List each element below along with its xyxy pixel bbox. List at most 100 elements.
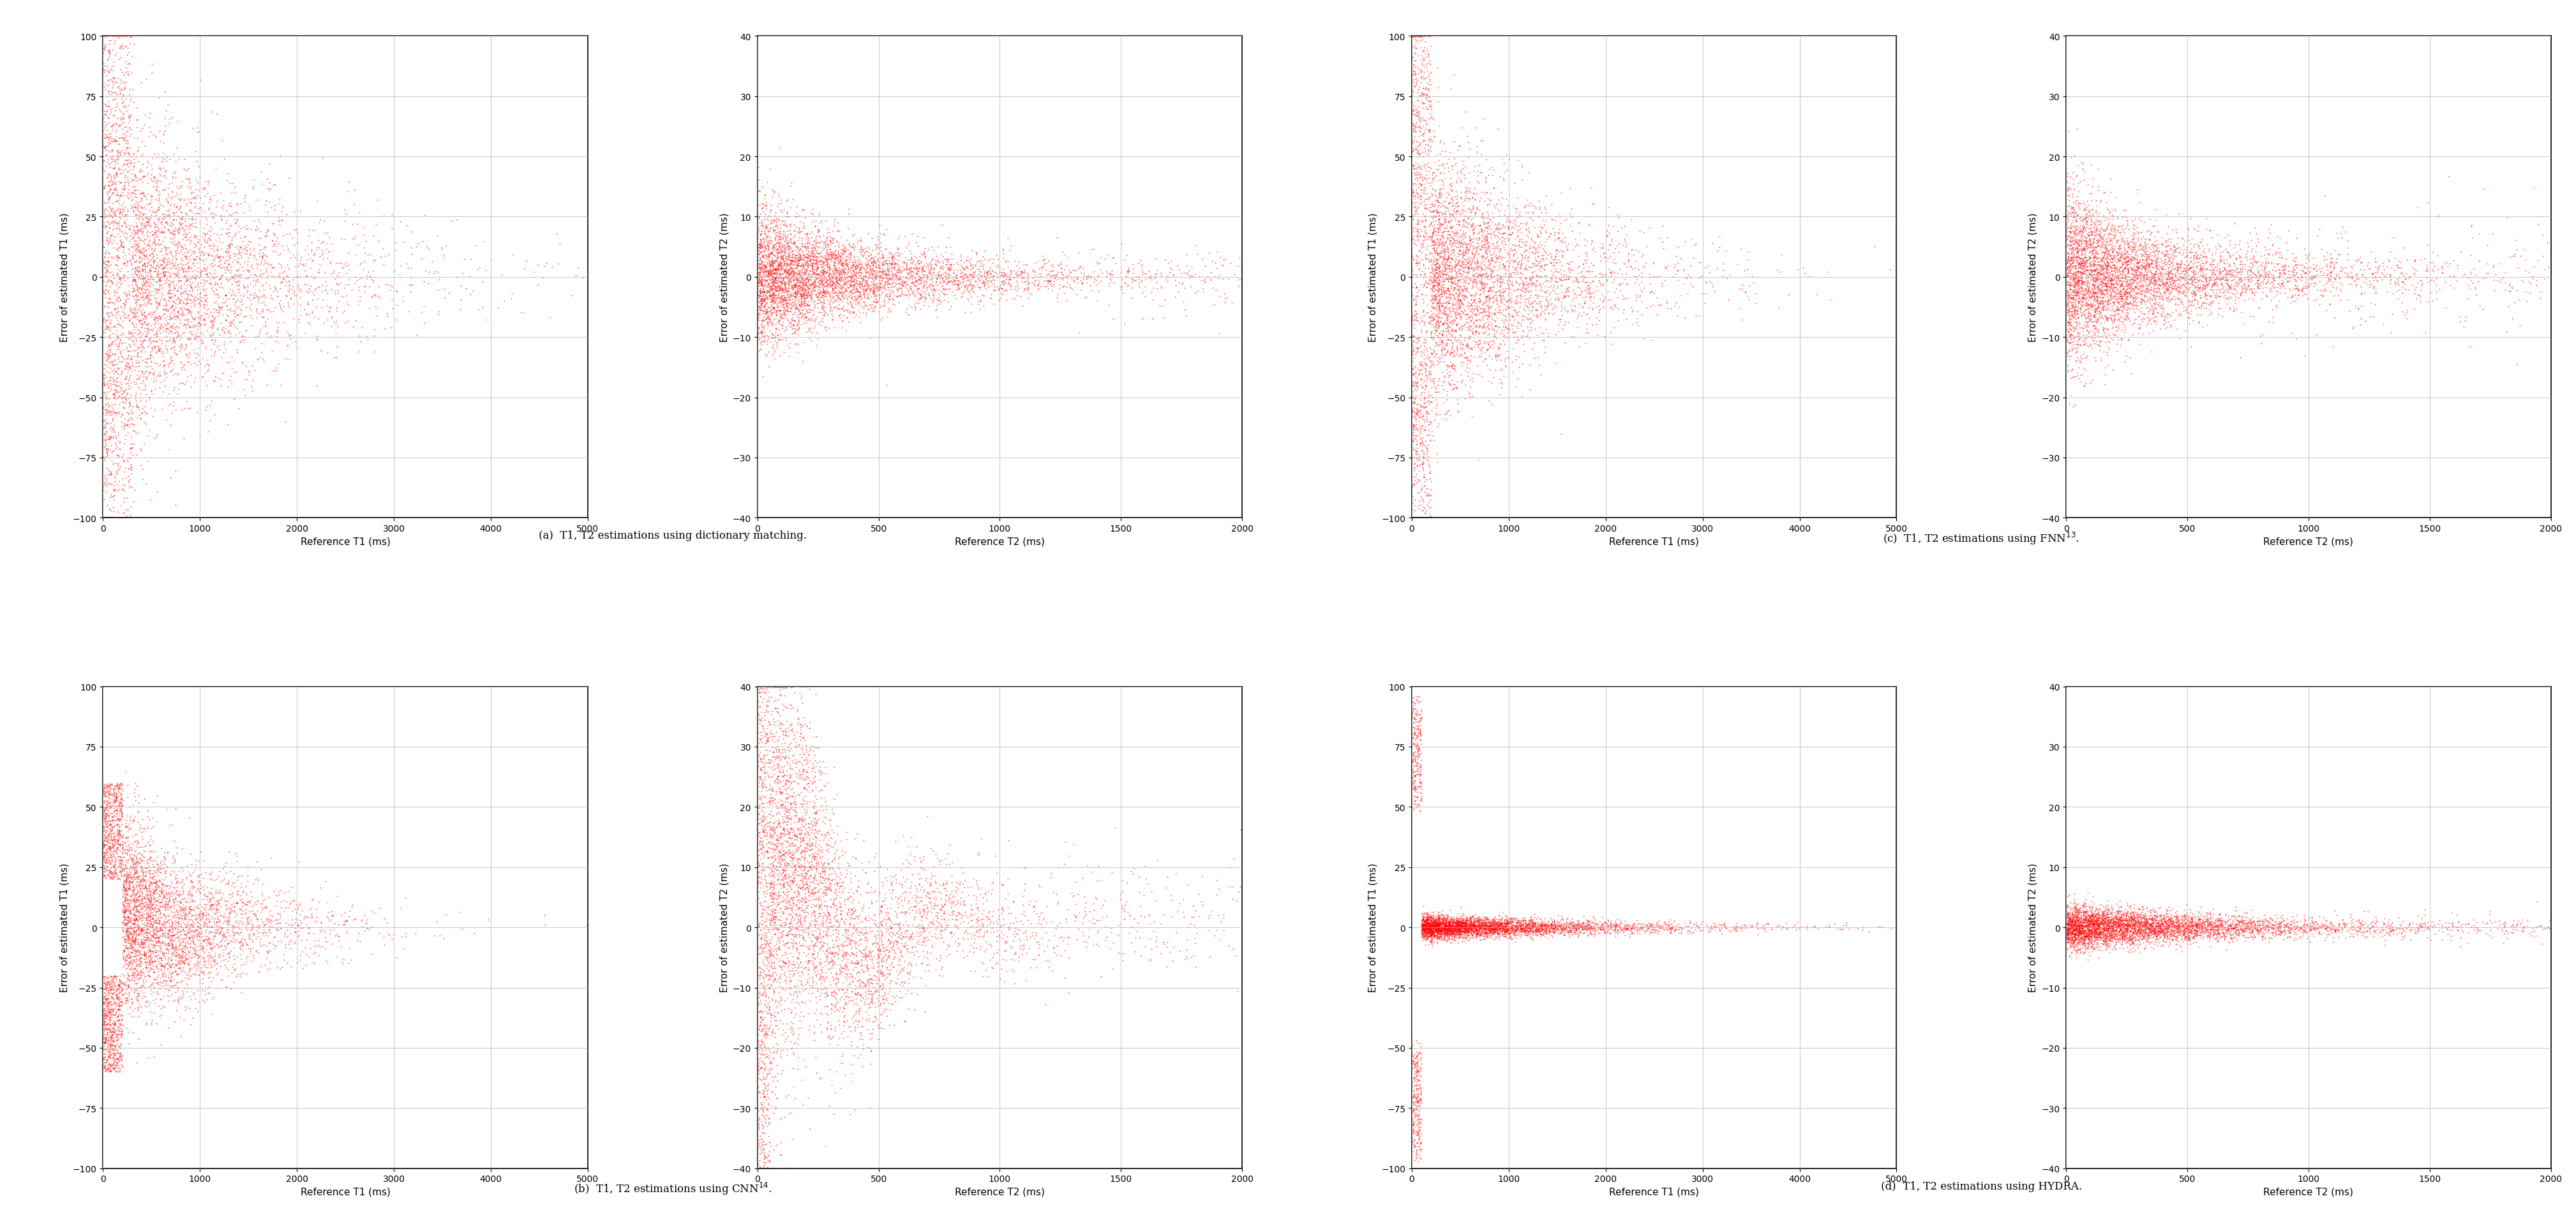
Point (786, 775, 827, 795)
Point (858, 944, 899, 964)
Point (116, 873, 157, 892)
Point (2061, 920, 2102, 940)
Point (881, 961, 922, 981)
Point (1430, 925, 1471, 944)
Point (95, 801, 137, 820)
Point (760, 281, 801, 301)
Point (1422, 303, 1463, 323)
Point (1419, 220, 1461, 240)
Point (907, 884, 948, 903)
Point (2061, 280, 2102, 299)
Point (1023, 271, 1064, 291)
Point (2177, 270, 2218, 290)
Point (783, 307, 824, 326)
Point (909, 888, 951, 908)
Point (1427, 320, 1468, 340)
Point (811, 246, 853, 265)
Point (2092, 256, 2133, 275)
Point (1412, 327, 1453, 347)
Point (2079, 926, 2120, 946)
Point (770, 898, 811, 918)
Point (2133, 237, 2174, 257)
Point (88, 1009, 129, 1028)
Point (2045, 924, 2087, 943)
Point (82, 375, 124, 394)
Point (1396, 295, 1437, 314)
Point (1394, 234, 1435, 253)
Point (134, 877, 175, 897)
Point (855, 921, 896, 941)
Point (206, 935, 247, 954)
Point (814, 242, 855, 262)
Point (765, 281, 806, 301)
Point (2223, 910, 2264, 930)
Point (824, 254, 866, 274)
Point (1417, 301, 1458, 320)
Point (206, 958, 247, 977)
Point (113, 930, 155, 949)
Point (209, 241, 250, 260)
Point (95, 372, 137, 392)
Point (242, 275, 283, 295)
Point (775, 207, 817, 226)
Point (1589, 914, 1631, 933)
Point (1054, 268, 1095, 287)
Point (1517, 919, 1558, 938)
Point (113, 870, 155, 890)
Point (2084, 930, 2125, 949)
Point (2172, 258, 2213, 277)
Point (739, 235, 781, 254)
Point (737, 1031, 778, 1050)
Point (466, 910, 507, 930)
Point (783, 840, 824, 859)
Point (2125, 263, 2166, 282)
Point (2339, 921, 2380, 941)
Point (2128, 919, 2169, 938)
Point (2123, 913, 2164, 932)
Point (2177, 910, 2218, 930)
Point (2117, 910, 2159, 930)
Point (2192, 916, 2233, 936)
Point (752, 834, 793, 853)
Point (1623, 916, 1664, 936)
Point (1422, 930, 1463, 949)
Point (88, 853, 129, 873)
Point (783, 275, 824, 295)
Point (124, 307, 165, 326)
Point (2058, 232, 2099, 252)
Point (2071, 930, 2112, 949)
Point (2102, 904, 2143, 924)
Point (170, 987, 211, 1006)
Point (855, 881, 896, 901)
Point (1404, 915, 1445, 935)
Point (752, 958, 793, 977)
Point (291, 242, 332, 262)
Point (1540, 307, 1582, 326)
Point (1530, 919, 1571, 938)
Point (95, 27, 137, 46)
Point (90, 186, 131, 206)
Point (100, 860, 142, 880)
Point (1399, 365, 1440, 385)
Point (227, 288, 268, 308)
Point (1401, 68, 1443, 88)
Point (842, 267, 884, 286)
Point (739, 683, 781, 702)
Point (129, 286, 170, 305)
Point (2306, 301, 2347, 320)
Point (139, 357, 180, 376)
Point (1422, 338, 1463, 358)
Point (1450, 908, 1492, 927)
Point (147, 249, 188, 269)
Point (1419, 920, 1461, 940)
Point (2058, 918, 2099, 937)
Point (1450, 203, 1492, 223)
Point (873, 259, 914, 279)
Point (1453, 302, 1494, 321)
Point (737, 276, 778, 296)
Point (82, 413, 124, 432)
Point (224, 240, 265, 259)
Point (811, 271, 853, 291)
Point (860, 980, 902, 999)
Point (742, 1086, 783, 1105)
